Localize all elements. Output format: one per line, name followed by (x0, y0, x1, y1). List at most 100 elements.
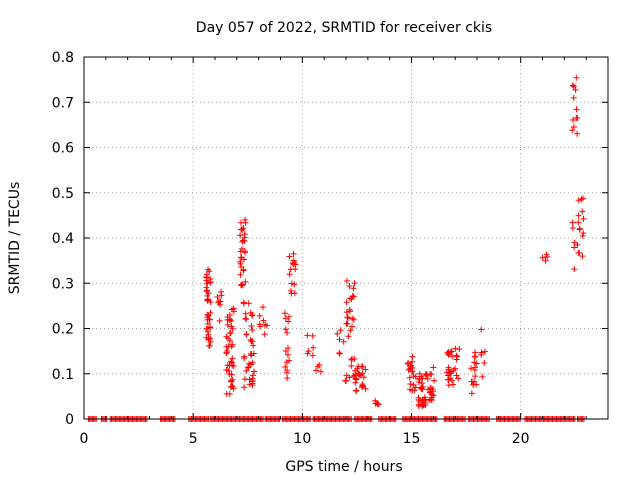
data-point (317, 368, 324, 375)
data-point (347, 327, 354, 334)
data-point (203, 271, 210, 278)
data-point (286, 253, 293, 260)
data-point (237, 232, 244, 239)
data-point (204, 292, 211, 299)
data-point (343, 299, 350, 306)
data-point (249, 378, 256, 385)
data-point (228, 317, 235, 324)
data-point (573, 106, 580, 113)
data-point (360, 374, 367, 381)
data-point (249, 326, 256, 333)
data-point (240, 237, 247, 244)
data-point (304, 332, 311, 339)
data-point (207, 275, 214, 282)
data-point (228, 371, 235, 378)
data-point (415, 402, 422, 409)
data-point (238, 281, 245, 288)
x-axis-label: GPS time / hours (285, 459, 402, 475)
axis-ticks: 0 0.1 0.2 0.3 0.4 0.5 0.6 0.7 0.8 0 5 10 15 20 (52, 50, 608, 447)
data-point (350, 285, 357, 292)
data-point (423, 372, 430, 379)
data-point (408, 362, 415, 369)
data-point (479, 373, 486, 380)
data-point (346, 283, 353, 290)
data-point (237, 248, 244, 255)
data-point (286, 271, 293, 278)
data-point (238, 282, 245, 289)
data-point (250, 350, 257, 357)
data-point (576, 225, 583, 232)
chart-title: Day 057 of 2022, SRMTID for receiver cki… (196, 20, 492, 36)
data-point (430, 392, 437, 399)
data-point (227, 329, 234, 336)
data-point (225, 367, 232, 374)
data-point (372, 397, 379, 404)
data-point (412, 384, 419, 391)
data-point (256, 312, 263, 319)
data-point (445, 348, 452, 355)
data-point (570, 83, 577, 90)
data-point (206, 343, 213, 350)
data-point (262, 321, 269, 328)
y-tick-label: 0.6 (52, 141, 74, 157)
data-point (468, 390, 475, 397)
data-point (214, 293, 221, 300)
data-point (247, 309, 254, 316)
data-point (240, 299, 247, 306)
data-point (351, 280, 358, 287)
data-point (575, 212, 582, 219)
data-point (286, 357, 293, 364)
data-point (571, 266, 578, 273)
data-point (405, 366, 412, 373)
data-point (420, 401, 427, 408)
data-point (409, 387, 416, 394)
data-point (230, 363, 237, 370)
data-point (290, 250, 297, 257)
data-point (481, 360, 488, 367)
data-point (203, 325, 210, 332)
data-point (243, 316, 250, 323)
y-tick-label: 0.5 (52, 186, 74, 202)
data-point (248, 338, 255, 345)
data-point (228, 383, 235, 390)
data-point (239, 238, 246, 245)
data-point (245, 364, 252, 371)
data-point (203, 284, 210, 291)
data-point (443, 369, 450, 376)
y-tick-label: 0.8 (52, 50, 74, 66)
data-point (336, 336, 343, 343)
data-point (205, 336, 212, 343)
data-point (337, 327, 344, 334)
data-point (569, 224, 576, 231)
data-point (343, 320, 350, 327)
data-point (241, 384, 248, 391)
data-point (478, 349, 485, 356)
data-point (241, 355, 248, 362)
data-point (242, 219, 249, 226)
data-point (223, 349, 230, 356)
data-point (224, 362, 231, 369)
grid-lines (84, 57, 608, 419)
data-point (352, 379, 359, 386)
data-point (416, 376, 423, 383)
plot-frame (83, 56, 609, 420)
data-point (453, 372, 460, 379)
data-point (354, 365, 361, 372)
data-point (284, 329, 291, 336)
data-point (343, 278, 350, 285)
data-point (285, 345, 292, 352)
data-point (260, 317, 267, 324)
data-point (251, 368, 258, 375)
data-point (539, 254, 546, 261)
data-point (224, 314, 231, 321)
data-point (375, 401, 382, 408)
data-point (204, 320, 211, 327)
data-point (453, 352, 460, 359)
data-point (456, 346, 463, 353)
data-point (409, 353, 416, 360)
data-point (575, 219, 582, 226)
data-points (85, 74, 587, 422)
data-point (469, 378, 476, 385)
data-point (242, 278, 249, 285)
data-point (312, 367, 319, 374)
